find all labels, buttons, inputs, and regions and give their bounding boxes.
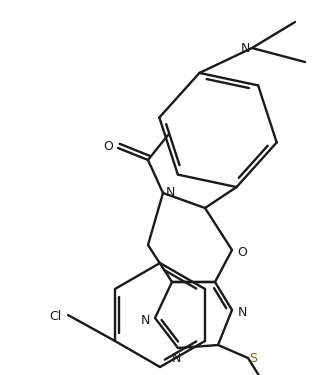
Text: N: N	[171, 351, 181, 364]
Text: S: S	[249, 351, 257, 364]
Text: N: N	[140, 314, 150, 327]
Text: O: O	[103, 141, 113, 153]
Text: N: N	[165, 186, 175, 200]
Text: O: O	[237, 246, 247, 258]
Text: Cl: Cl	[49, 309, 61, 322]
Text: N: N	[237, 306, 247, 318]
Text: N: N	[240, 42, 250, 56]
